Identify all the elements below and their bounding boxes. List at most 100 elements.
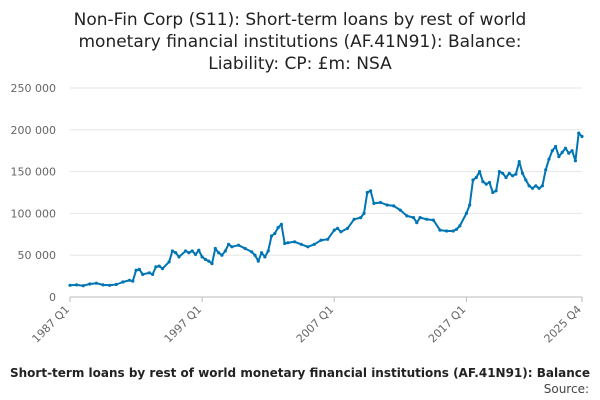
data-point[interactable]	[537, 186, 541, 190]
data-point[interactable]	[312, 242, 316, 246]
data-point[interactable]	[243, 246, 247, 251]
data-point[interactable]	[418, 216, 422, 220]
data-point[interactable]	[570, 149, 574, 153]
data-point[interactable]	[134, 268, 138, 272]
data-point[interactable]	[213, 246, 217, 251]
data-point[interactable]	[319, 238, 323, 242]
data-point[interactable]	[458, 224, 462, 228]
data-point[interactable]	[141, 272, 145, 276]
data-point[interactable]	[567, 151, 571, 155]
series-line[interactable]	[69, 132, 583, 287]
data-point[interactable]	[269, 234, 274, 238]
data-point[interactable]	[497, 170, 501, 174]
data-point[interactable]	[491, 190, 495, 195]
data-point[interactable]	[481, 180, 485, 184]
data-point[interactable]	[487, 180, 492, 185]
data-point[interactable]	[540, 184, 545, 188]
data-point[interactable]	[534, 184, 538, 188]
data-point[interactable]	[68, 283, 72, 287]
data-point[interactable]	[207, 259, 211, 263]
data-point[interactable]	[563, 146, 568, 150]
data-point[interactable]	[223, 249, 227, 253]
data-point[interactable]	[345, 226, 350, 230]
data-point[interactable]	[283, 241, 287, 246]
data-point[interactable]	[580, 134, 584, 139]
data-point[interactable]	[510, 174, 515, 178]
data-point[interactable]	[359, 216, 363, 220]
data-point[interactable]	[484, 182, 488, 186]
data-point[interactable]	[154, 265, 158, 269]
data-point[interactable]	[527, 184, 531, 188]
data-point[interactable]	[577, 131, 581, 135]
data-point[interactable]	[478, 170, 482, 174]
data-point[interactable]	[385, 203, 389, 207]
data-point[interactable]	[530, 186, 535, 190]
data-point[interactable]	[501, 171, 505, 175]
data-point[interactable]	[101, 283, 105, 287]
data-point[interactable]	[230, 245, 234, 249]
data-point[interactable]	[524, 178, 528, 182]
data-point[interactable]	[190, 249, 194, 253]
data-point[interactable]	[514, 172, 518, 176]
data-point[interactable]	[187, 251, 191, 255]
data-point[interactable]	[544, 168, 548, 172]
data-point[interactable]	[352, 217, 356, 221]
data-point[interactable]	[114, 282, 118, 287]
data-point[interactable]	[256, 259, 260, 263]
data-point[interactable]	[75, 283, 79, 287]
data-point[interactable]	[474, 175, 478, 180]
data-point[interactable]	[520, 171, 525, 175]
data-point[interactable]	[468, 203, 472, 207]
data-point[interactable]	[217, 251, 221, 255]
data-point[interactable]	[365, 190, 369, 195]
data-point[interactable]	[299, 242, 303, 246]
data-point[interactable]	[378, 200, 383, 205]
data-point[interactable]	[306, 245, 310, 249]
data-point[interactable]	[177, 255, 181, 259]
data-point[interactable]	[197, 248, 201, 252]
data-point[interactable]	[121, 280, 125, 284]
data-point[interactable]	[220, 253, 224, 257]
data-point[interactable]	[438, 228, 442, 232]
data-point[interactable]	[362, 211, 366, 215]
data-point[interactable]	[425, 217, 429, 221]
data-point[interactable]	[263, 255, 267, 259]
data-point[interactable]	[517, 160, 521, 164]
data-point[interactable]	[560, 150, 564, 154]
data-point[interactable]	[88, 282, 92, 286]
data-point[interactable]	[372, 201, 376, 205]
data-point[interactable]	[193, 252, 198, 256]
data-point[interactable]	[415, 221, 419, 225]
data-point[interactable]	[160, 267, 165, 271]
data-point[interactable]	[203, 257, 207, 261]
data-point[interactable]	[557, 155, 561, 159]
data-point[interactable]	[451, 229, 455, 233]
data-point[interactable]	[326, 237, 330, 241]
data-point[interactable]	[550, 149, 554, 153]
data-point[interactable]	[279, 222, 283, 226]
data-point[interactable]	[554, 144, 558, 149]
data-point[interactable]	[167, 260, 171, 264]
data-point[interactable]	[131, 279, 135, 283]
data-point[interactable]	[405, 214, 409, 218]
data-point[interactable]	[471, 178, 475, 182]
data-point[interactable]	[507, 171, 511, 175]
data-point[interactable]	[392, 204, 396, 208]
data-point[interactable]	[253, 253, 257, 257]
data-point[interactable]	[81, 284, 85, 288]
data-point[interactable]	[494, 189, 498, 193]
data-point[interactable]	[286, 241, 290, 245]
data-point[interactable]	[273, 231, 277, 236]
data-point[interactable]	[147, 271, 151, 275]
data-point[interactable]	[127, 278, 132, 282]
data-point[interactable]	[411, 216, 416, 220]
data-point[interactable]	[369, 189, 373, 193]
data-point[interactable]	[227, 242, 231, 246]
data-point[interactable]	[504, 175, 508, 180]
legend-label[interactable]: Short-term loans by rest of world moneta…	[10, 366, 590, 380]
data-point[interactable]	[108, 283, 112, 287]
data-point[interactable]	[151, 272, 155, 276]
data-point[interactable]	[573, 159, 578, 163]
data-point[interactable]	[94, 281, 98, 285]
data-point[interactable]	[431, 218, 435, 222]
